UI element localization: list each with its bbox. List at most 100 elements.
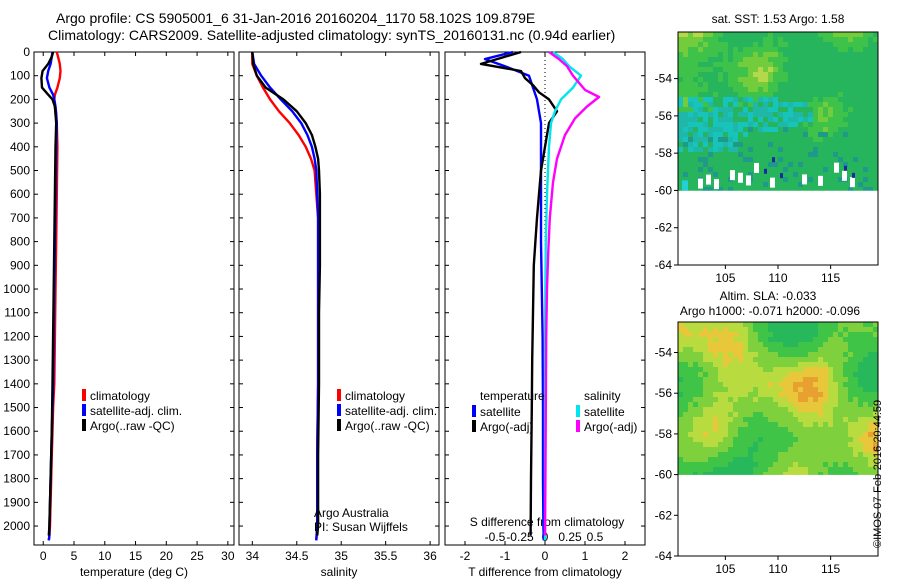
sst-map-cell <box>763 67 769 73</box>
sst-map-cell <box>798 137 804 143</box>
sla-map-cell <box>718 367 724 373</box>
sla-map-cell <box>848 412 854 418</box>
sla-map-cell <box>768 367 774 373</box>
sst-map-cell <box>698 167 704 173</box>
sla-map-cell <box>698 467 704 473</box>
sla-map-cell <box>723 447 729 453</box>
sst-map-cell <box>698 72 704 78</box>
sla-map-cell <box>818 322 824 328</box>
sla-map-cell <box>818 442 824 448</box>
sla-map-cell <box>798 337 804 343</box>
sst-map-cell <box>783 122 789 128</box>
sla-map-cell <box>828 452 834 458</box>
sla-map-cell <box>753 362 759 368</box>
sst-map-cell <box>708 127 714 133</box>
sla-map-cell <box>823 407 829 413</box>
sla-map-cell <box>808 342 814 348</box>
sst-map-cell <box>708 47 714 53</box>
sst-map-cell <box>813 62 819 68</box>
sla-map-ytick-label: -56 <box>655 386 673 400</box>
sla-map-cell <box>843 367 849 373</box>
sla-map-cell <box>743 377 749 383</box>
sla-map-cell <box>833 327 839 333</box>
sla-map-cell <box>698 457 704 463</box>
sst-map-cell <box>788 127 794 133</box>
sla-map-cell <box>728 427 734 433</box>
sla-map-cell <box>753 387 759 393</box>
sst-map-cell <box>833 52 839 58</box>
sst-map-cell <box>703 97 709 103</box>
sst-map-cell <box>813 177 819 183</box>
sla-map-cell <box>808 332 814 338</box>
sla-map-cell <box>718 402 724 408</box>
sst-map-ytick-label: -62 <box>655 221 673 235</box>
sla-map-cell <box>708 447 714 453</box>
sst-map-cell <box>738 32 744 38</box>
sst-map-cell <box>678 37 684 43</box>
sst-map-cell <box>743 147 749 153</box>
sla-map-cell <box>683 382 689 388</box>
sla-map-cell <box>848 457 854 463</box>
sla-map-heat-cells <box>678 322 879 475</box>
sla-map-cell <box>833 447 839 453</box>
sst-map-cell <box>853 132 859 138</box>
sst-map-cell <box>758 157 764 163</box>
sst-map-cell <box>848 47 854 53</box>
sst-map-cell <box>723 172 729 178</box>
sla-map-cell <box>783 332 789 338</box>
sla-map-cell <box>798 362 804 368</box>
sla-map-cell <box>868 392 874 398</box>
sst-map-cell <box>698 77 704 83</box>
sla-map-cell <box>858 457 864 463</box>
sla-map-ytick-label: -60 <box>655 468 673 482</box>
sla-map-cell <box>728 332 734 338</box>
sla-map-cell <box>743 427 749 433</box>
sla-map-cell <box>758 407 764 413</box>
sla-map-cell <box>858 417 864 423</box>
sla-map-cell <box>763 357 769 363</box>
sla-map-cell <box>833 422 839 428</box>
sst-map-cell <box>863 172 869 178</box>
sst-map-cell <box>853 117 859 123</box>
sla-map-cell <box>858 367 864 373</box>
sla-map-cell <box>803 427 809 433</box>
sla-map-cell <box>698 337 704 343</box>
sst-map-cell <box>763 122 769 128</box>
sla-map-cell <box>763 442 769 448</box>
sst-map-cell <box>743 137 749 143</box>
sla-map-cell <box>758 352 764 358</box>
sla-map-cell <box>758 377 764 383</box>
salinity-legend-swatch <box>337 419 341 431</box>
sla-map-cell <box>863 357 869 363</box>
sla-map-cell <box>868 432 874 438</box>
sst-map-cell <box>818 97 824 103</box>
sla-map-cell <box>823 412 829 418</box>
sst-map-cell <box>823 162 829 168</box>
sst-map-cell <box>783 72 789 78</box>
sst-map-cell <box>873 52 879 58</box>
sst-map-cell <box>843 157 849 163</box>
sst-map-cell <box>798 67 804 73</box>
sst-map-cell <box>733 62 739 68</box>
sst-map-cell <box>833 157 839 163</box>
sst-map-cell <box>763 137 769 143</box>
sst-map-cell <box>763 132 769 138</box>
sla-map-cell <box>743 327 749 333</box>
salinity-diff-xlabel: S difference from climatology <box>470 515 625 529</box>
sla-map-cell <box>683 457 689 463</box>
sst-map-cell <box>838 32 844 38</box>
sst-map-cell <box>868 142 874 148</box>
sst-map-cell <box>783 87 789 93</box>
sla-map-cell <box>798 332 804 338</box>
sst-map-cell <box>703 182 709 188</box>
sst-map-cell <box>678 102 684 108</box>
sst-map-cell <box>818 52 824 58</box>
sst-map-cell <box>783 67 789 73</box>
sla-map-cell <box>848 362 854 368</box>
sla-map-cell <box>793 392 799 398</box>
sla-map-cell <box>778 377 784 383</box>
sla-map-cell <box>873 417 879 423</box>
sst-map-cell <box>708 42 714 48</box>
sst-map-cell <box>808 32 814 38</box>
sst-map-cell <box>753 187 759 191</box>
